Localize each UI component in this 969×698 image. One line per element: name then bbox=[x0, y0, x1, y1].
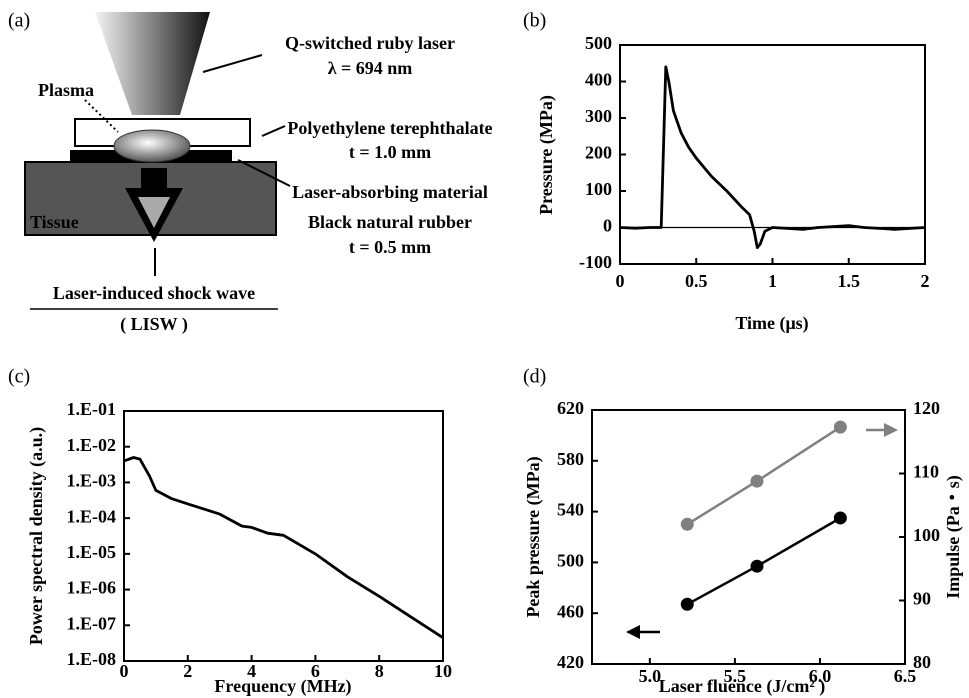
y-tick-label: 300 bbox=[585, 106, 612, 126]
y-axis-label: Peak pressure (MPa) bbox=[523, 456, 544, 617]
x-axis-label: Time (μs) bbox=[735, 313, 808, 334]
x-tick-label: 5.0 bbox=[639, 666, 662, 686]
panel-label: (b) bbox=[523, 10, 546, 32]
series-line bbox=[123, 456, 444, 639]
pointer bbox=[261, 125, 286, 137]
data-point bbox=[680, 597, 694, 611]
y-axis-label: Pressure (MPa) bbox=[536, 95, 557, 215]
y-tick-label: 0 bbox=[603, 216, 612, 236]
diagram-label: t = 0.5 mm bbox=[349, 237, 431, 257]
data-point bbox=[833, 420, 847, 434]
x-tick-label: 2 bbox=[921, 271, 930, 291]
y-tick-label: 200 bbox=[585, 143, 612, 163]
y-tick-label: 420 bbox=[557, 652, 584, 672]
y-tick-label: 1.E-06 bbox=[67, 578, 117, 598]
panel-label: (d) bbox=[523, 366, 546, 388]
laser-beam bbox=[95, 12, 210, 115]
x-tick-label: 2 bbox=[183, 661, 192, 681]
y-tick-label: 1.E-05 bbox=[67, 542, 117, 562]
y-tick-label: 100 bbox=[585, 179, 612, 199]
x-tick-label: 6 bbox=[311, 661, 320, 681]
x-tick-label: 10 bbox=[434, 661, 452, 681]
y-tick-label: 500 bbox=[557, 551, 584, 571]
y-tick-label: 1.E-04 bbox=[67, 506, 117, 526]
x-tick-label: 0.5 bbox=[685, 271, 708, 291]
diagram-label: Tissue bbox=[30, 212, 79, 232]
y-tick-label: 1.E-08 bbox=[67, 649, 117, 669]
x-tick-label: 1.5 bbox=[838, 271, 861, 291]
y2-tick-label: 110 bbox=[913, 462, 939, 482]
series-line bbox=[686, 426, 842, 526]
pointer bbox=[202, 54, 263, 73]
y-tick-label: 1.E-02 bbox=[67, 435, 117, 455]
diagram-label: λ = 694 nm bbox=[328, 58, 413, 78]
y-tick-label: 580 bbox=[557, 449, 584, 469]
y-tick-label: 620 bbox=[557, 398, 584, 418]
pointer bbox=[237, 159, 291, 187]
axis-arrows bbox=[626, 423, 898, 639]
diagram-label: Plasma bbox=[38, 80, 94, 100]
series-line bbox=[619, 65, 926, 249]
diagram-label: Laser-absorbing material bbox=[292, 182, 488, 202]
diagram-label: Laser-induced shock wave bbox=[53, 283, 255, 303]
y-tick-label: 1.E-01 bbox=[67, 399, 117, 419]
diagram: Q-switched ruby laser λ = 694 nm Plasma … bbox=[24, 12, 493, 335]
panel-label: (a) bbox=[8, 10, 30, 32]
x-tick-label: 4 bbox=[247, 661, 256, 681]
y-tick-label: 400 bbox=[585, 70, 612, 90]
y2-axis-label: Impulse (Pa・s) bbox=[943, 475, 964, 599]
shock-triangle-inner bbox=[138, 197, 170, 228]
plasma bbox=[113, 129, 191, 163]
x-tick-label: 5.5 bbox=[724, 666, 747, 686]
y-tick-label: 1.E-03 bbox=[67, 471, 117, 491]
y-tick-label: 460 bbox=[557, 601, 584, 621]
x-tick-label: 0 bbox=[120, 661, 129, 681]
data-point bbox=[750, 559, 764, 573]
diagram-label: Polyethylene terephthalate bbox=[287, 118, 492, 138]
diagram-label: Black natural rubber bbox=[308, 212, 472, 232]
x-tick-label: 0 bbox=[616, 271, 625, 291]
y-axis-label: Power spectral density (a.u.) bbox=[26, 427, 47, 645]
arrow-head bbox=[626, 625, 640, 639]
x-tick-label: 1 bbox=[768, 271, 777, 291]
y-tick-label: 1.E-07 bbox=[67, 613, 117, 633]
series-line bbox=[686, 516, 842, 606]
x-axis-label: Laser fluence (J/cm² ) bbox=[659, 676, 826, 697]
data-point bbox=[750, 474, 764, 488]
y2-tick-label: 90 bbox=[913, 589, 931, 609]
arrow-head bbox=[884, 423, 898, 437]
x-tick-label: 6.0 bbox=[809, 666, 832, 686]
diagram-label: Q-switched ruby laser bbox=[285, 33, 455, 53]
y-tick-label: 540 bbox=[557, 500, 584, 520]
y-tick-label: 500 bbox=[585, 33, 612, 53]
x-tick-label: 6.5 bbox=[894, 666, 917, 686]
diagram-label: t = 1.0 mm bbox=[349, 142, 431, 162]
y2-tick-label: 100 bbox=[913, 525, 940, 545]
data-point bbox=[680, 517, 694, 531]
y2-tick-label: 80 bbox=[913, 652, 931, 672]
y2-tick-label: 120 bbox=[913, 398, 940, 418]
x-tick-label: 8 bbox=[375, 661, 384, 681]
data-point bbox=[833, 511, 847, 525]
plot-frame bbox=[123, 410, 444, 662]
panel-label: (c) bbox=[8, 366, 30, 388]
arrow-body bbox=[141, 168, 167, 190]
x-axis-label: Frequency (MHz) bbox=[214, 676, 351, 697]
y-tick-label: -100 bbox=[579, 252, 612, 272]
diagram-label: ( LISW ) bbox=[120, 314, 188, 335]
